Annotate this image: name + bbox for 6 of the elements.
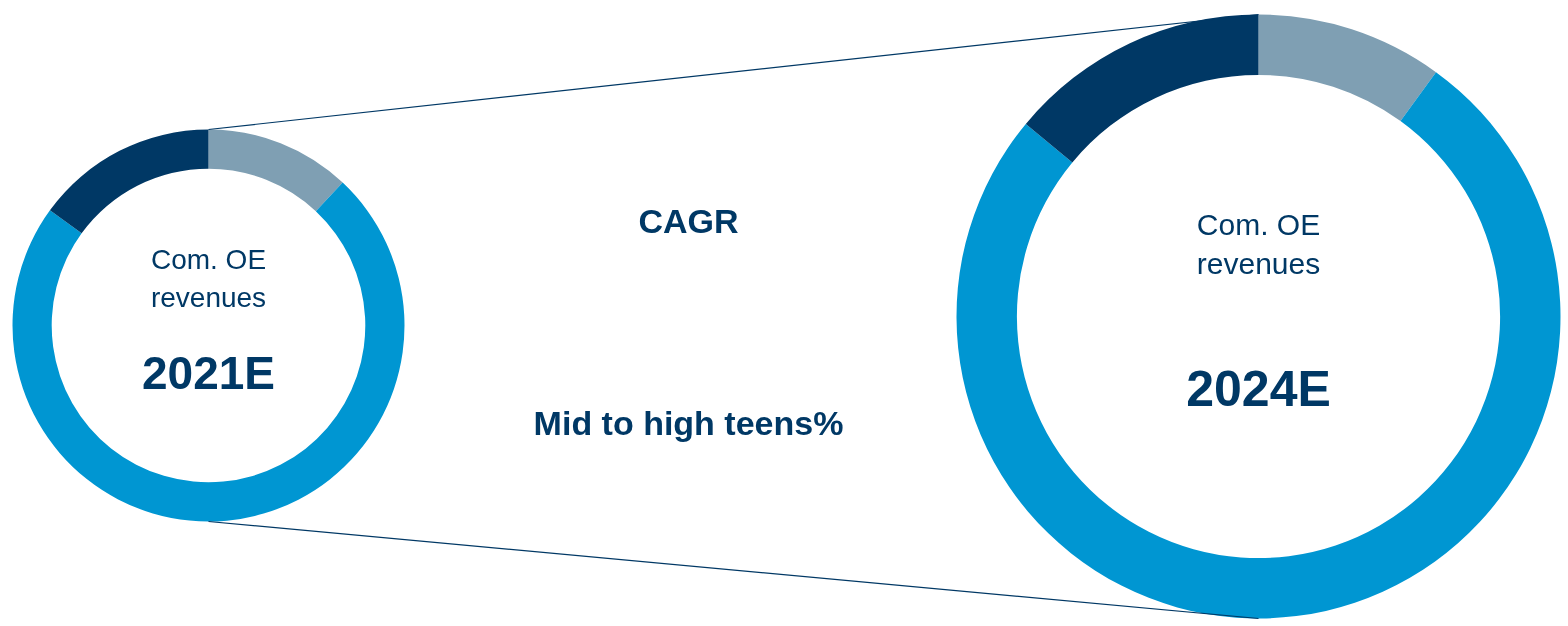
text: Com. OE revenues — [1196, 207, 1321, 281]
text: Com. OE revenues — [150, 244, 267, 313]
text: 2024E — [1186, 360, 1331, 417]
text: CAGR — [638, 201, 739, 240]
text: 2021E — [141, 346, 276, 399]
text: Mid to high teens% — [533, 403, 844, 442]
